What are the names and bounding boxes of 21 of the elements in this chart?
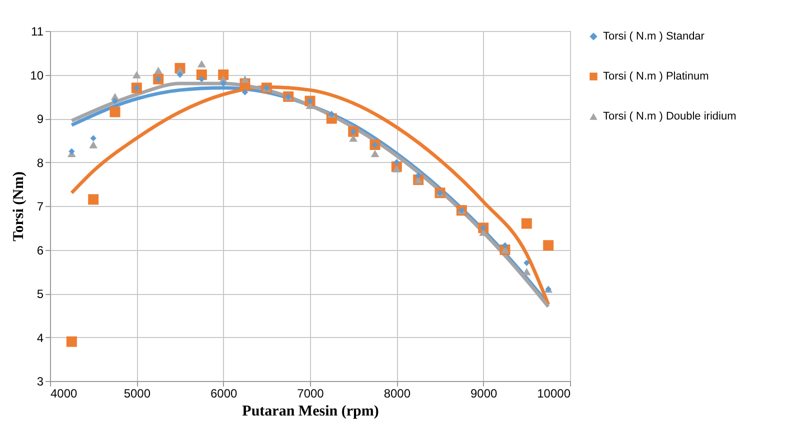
legend-label: Torsi ( N.m ) Platinum: [603, 70, 709, 82]
x-tick-label: 10000: [537, 386, 571, 400]
x-tick-label: 8000: [384, 386, 411, 400]
legend-label: Torsi ( N.m ) Standar: [603, 30, 705, 42]
x-tick-label: 6000: [210, 386, 238, 400]
y-tick-label: 8: [36, 156, 44, 170]
y-tick-label: 4: [36, 330, 44, 345]
y-tick-label: 3: [36, 374, 44, 388]
x-axis-title: Putaran Mesin (rpm): [242, 404, 379, 420]
y-tick-label: 9: [36, 112, 44, 126]
y-tick-label: 11: [31, 24, 44, 38]
y-tick-label: 7: [36, 200, 44, 214]
y-tick-label: 5: [36, 287, 44, 301]
y-axis-title: Torsi (Nm): [11, 172, 28, 242]
x-tick-label: 9000: [470, 386, 498, 400]
x-tick-label: 4000: [50, 386, 78, 400]
y-tick-label: 10: [30, 68, 44, 82]
y-tick-label: 6: [36, 243, 44, 258]
x-tick-label: 5000: [124, 386, 151, 400]
legend-label: Torsi ( N.m ) Double iridium: [603, 110, 736, 122]
x-tick-label: 7000: [297, 386, 324, 400]
